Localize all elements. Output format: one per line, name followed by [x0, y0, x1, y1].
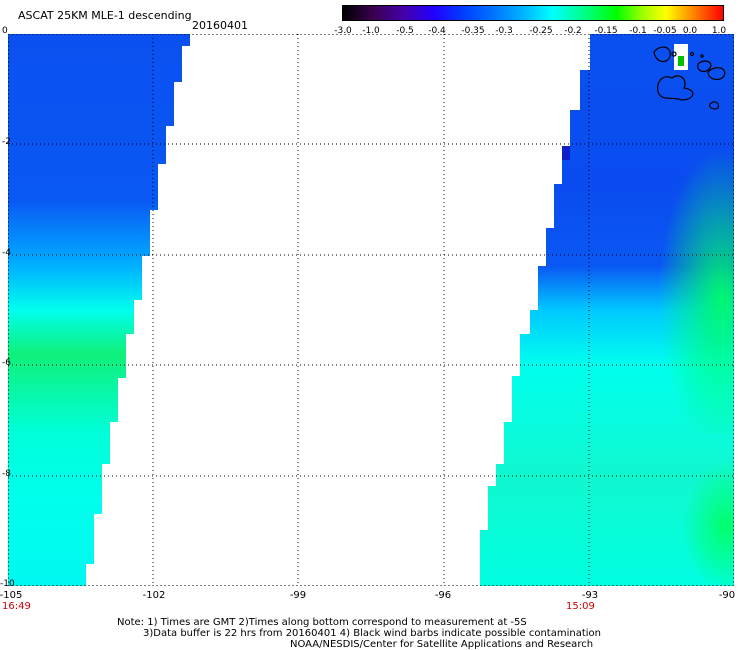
time-label-left: 16:49: [2, 601, 31, 612]
lat-label: -4: [2, 248, 11, 258]
map-date: 20160401: [192, 19, 248, 32]
colorbar-tick: -0.1: [629, 26, 647, 36]
colorbar-tick: -0.2: [564, 26, 582, 36]
colorbar-tick: 1.0: [711, 26, 727, 36]
time-label-right: 15:09: [566, 601, 595, 612]
lon-label: -105: [0, 590, 23, 601]
lat-label: -2: [2, 137, 11, 147]
lon-label: -90: [718, 590, 736, 601]
colorbar-tick: -0.05: [653, 26, 677, 36]
lat-label: -10: [0, 579, 15, 589]
map-canvas: [8, 34, 734, 586]
green-wind-zone: [648, 454, 734, 586]
lon-label: -99: [289, 590, 307, 601]
lat-label: -8: [2, 469, 11, 479]
colorbar-tick: -0.5: [396, 26, 414, 36]
note-line-1: Note: 1) Times are GMT 2)Times along bot…: [117, 617, 527, 628]
wind-swath-map: 0 -2 -4 -6 -8 -10: [0, 26, 734, 589]
colorbar-tick: -0.3: [495, 26, 513, 36]
note-line-2: 3)Data buffer is 22 hrs from 20160401 4)…: [143, 628, 601, 639]
green-wind-zone: [608, 134, 734, 434]
color-scale-bar: [342, 5, 724, 21]
colorbar-tick: -0.4: [428, 26, 446, 36]
lat-label: -6: [2, 358, 11, 368]
map-frame: [8, 34, 734, 586]
lat-lon-grid: [8, 34, 734, 586]
colorbar-tick: -3.0: [334, 26, 352, 36]
note-line-3: NOAA/NESDIS/Center for Satellite Applica…: [290, 639, 594, 650]
left-swath: [8, 34, 190, 586]
colorbar-tick: 0.0: [682, 26, 698, 36]
lon-label: -93: [581, 590, 599, 601]
map-title: ASCAT 25KM MLE-1 descending: [18, 9, 192, 22]
lat-label: 0: [2, 26, 8, 36]
green-pixel: [678, 56, 684, 66]
colorbar-tick: -0.15: [594, 26, 618, 36]
lon-label: -102: [142, 590, 166, 601]
colorbar-tick: -1.0: [362, 26, 380, 36]
colorbar-tick: -0.25: [529, 26, 553, 36]
dark-blue-cell: [562, 146, 570, 160]
colorbar-tick: -0.35: [461, 26, 485, 36]
lon-label: -96: [434, 590, 452, 601]
color-scale-ticks: -3.0 -1.0 -0.5 -0.4 -0.35 -0.3 -0.25 -0.…: [0, 0, 740, 40]
